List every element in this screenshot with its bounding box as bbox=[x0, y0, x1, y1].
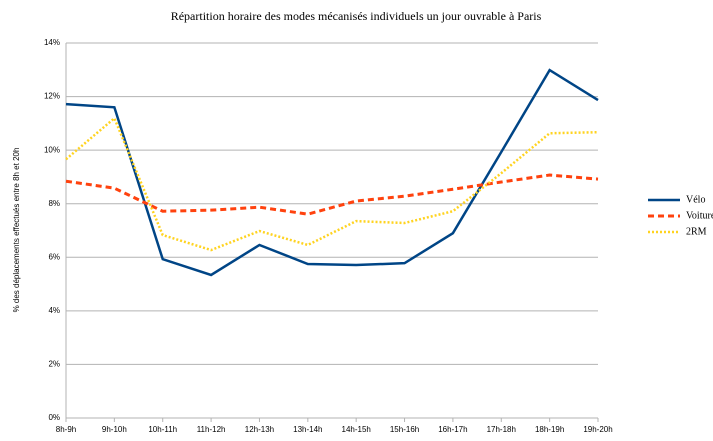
line-series bbox=[65, 68, 599, 277]
x-tick-label: 17h-18h bbox=[487, 425, 516, 434]
line-series bbox=[65, 116, 599, 252]
y-tick-label: 8% bbox=[48, 199, 60, 208]
x-tick-label: 12h-13h bbox=[245, 425, 274, 434]
x-tick-label: 19h-20h bbox=[583, 425, 612, 434]
x-tick-label: 15h-16h bbox=[390, 425, 419, 434]
legend-label: Vélo bbox=[686, 194, 705, 205]
y-tick-label: 0% bbox=[48, 413, 60, 422]
legend-label: 2RM bbox=[686, 226, 707, 237]
y-tick-label: 12% bbox=[44, 92, 60, 101]
x-tick-label: 8h-9h bbox=[56, 425, 76, 434]
y-tick-label: 10% bbox=[44, 145, 60, 154]
x-tick-label: 13h-14h bbox=[293, 425, 322, 434]
x-tick-label: 16h-17h bbox=[438, 425, 467, 434]
chart-title: Répartition horaire des modes mécanisés … bbox=[171, 9, 542, 23]
line-series bbox=[65, 173, 599, 216]
y-axis-label: % des déplacements effectués entre 8h et… bbox=[12, 148, 21, 313]
x-tick-label: 9h-10h bbox=[102, 425, 127, 434]
x-tick-label: 14h-15h bbox=[342, 425, 371, 434]
y-tick-label: 6% bbox=[48, 252, 60, 261]
y-tick-label: 4% bbox=[48, 306, 60, 315]
y-tick-label: 14% bbox=[44, 38, 60, 47]
x-tick-label: 18h-19h bbox=[535, 425, 564, 434]
legend-label: Voiture bbox=[686, 210, 713, 221]
x-tick-label: 10h-11h bbox=[148, 425, 177, 434]
y-tick-label: 2% bbox=[48, 360, 60, 369]
x-tick-label: 11h-12h bbox=[197, 425, 226, 434]
